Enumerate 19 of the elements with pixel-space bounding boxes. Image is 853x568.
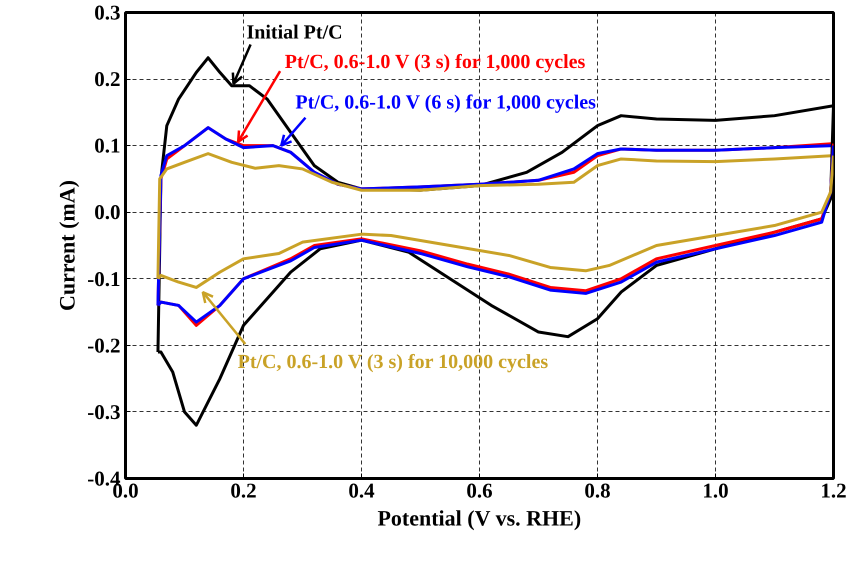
x-tick-label: 0.2 xyxy=(230,478,257,502)
text: Pt/C, 0.6-1.0 V (3 s) for 1,000 cycles xyxy=(284,50,586,73)
y-tick-label: 0.1 xyxy=(94,134,120,158)
y-tick-label: -0.3 xyxy=(87,400,121,424)
x-axis-title: Potential (V vs. RHE) xyxy=(377,506,582,530)
x-tick-label: 0.8 xyxy=(584,478,611,502)
y-tick-label: -0.1 xyxy=(87,266,121,291)
y-tick-label: -0.2 xyxy=(87,333,121,358)
y-tick-label: 0.3 xyxy=(94,0,120,24)
series-label: Pt/C, 0.6-1.0 V (6 s) for 1,000 cycles xyxy=(295,91,596,114)
series-label: Initial Pt/C xyxy=(246,21,343,44)
y-axis-title: Current (mA) xyxy=(54,180,80,311)
x-tick-label: 1.0 xyxy=(702,478,729,502)
x-tick-label: 0.6 xyxy=(466,478,493,502)
text: Pt/C, 0.6-1.0 V (3 s) for 10,000 cycles xyxy=(238,351,548,373)
x-tick-label: 1.2 xyxy=(820,478,847,502)
y-tick-label: 0.2 xyxy=(94,67,120,92)
x-tick-label: 0.4 xyxy=(348,478,376,502)
y-tick-label: 0.0 xyxy=(94,200,120,224)
